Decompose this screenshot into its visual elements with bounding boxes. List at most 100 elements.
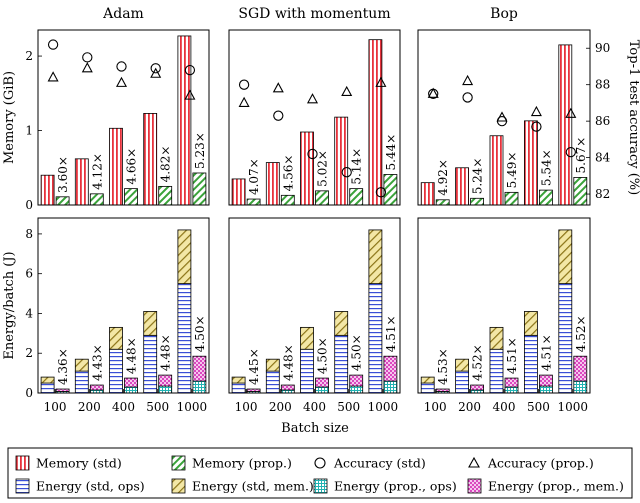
energy-std-mem-bar (74, 358, 89, 372)
memory-std-bar (74, 158, 89, 206)
legend-energy-prop-ops-swatch (313, 478, 328, 494)
memory-prop-bar (192, 172, 207, 206)
memory-std-bar (265, 162, 280, 206)
energy-std-mem-bar (368, 229, 383, 285)
memory-std-bar (109, 127, 123, 206)
energy-prop-mem-bar (89, 384, 104, 391)
energy-std-ops-bar (40, 382, 55, 394)
energy-prop-mem-bar (470, 384, 485, 391)
energy-prop-mem-bar (383, 355, 398, 382)
energy-y-tick-label: 8 (25, 227, 33, 241)
legend-energy-mem-swatch (171, 478, 186, 494)
energy-ratio-label: 4.52× (471, 344, 485, 381)
memory-ratio-label: 5.24× (471, 158, 485, 195)
memory-prop-bar (349, 188, 364, 206)
energy-std-mem-bar (420, 376, 435, 384)
x-tick-label: 200 (78, 400, 101, 414)
energy-ratio-label: 4.43× (90, 344, 104, 381)
memory-prop-bar (315, 190, 329, 206)
memory-prop-bar (470, 197, 485, 206)
energy-prop-mem-bar (349, 374, 364, 387)
accuracy-axis-label: Top-1 test accuracy (%) (626, 40, 640, 195)
x-tick-label: 200 (269, 400, 292, 414)
energy-std-ops-bar (300, 348, 314, 394)
legend-memory-std-swatch (15, 455, 30, 471)
legend-label: Energy (prop., ops) (334, 479, 457, 494)
x-tick-label: 1000 (177, 400, 208, 414)
memory-axis-label: Memory (GiB) (2, 71, 17, 164)
energy-prop-ops-bar (573, 380, 588, 394)
x-tick-label: 400 (303, 400, 326, 414)
accuracy-std-marker (462, 92, 473, 103)
memory-ratio-label: 5.67× (574, 137, 588, 174)
accuracy-prop-marker (150, 67, 162, 78)
memory-ratio-label: 3.60× (56, 156, 70, 193)
energy-prop-mem-bar (435, 388, 450, 392)
energy-prop-ops-bar (158, 385, 173, 394)
energy-prop-mem-bar (504, 377, 519, 388)
accuracy-prop-marker (306, 93, 319, 104)
panel-title: Bop (490, 6, 518, 22)
memory-y-tick-label: 0 (25, 198, 33, 212)
x-tick-label: 1000 (558, 400, 589, 414)
memory-std-bar (455, 167, 470, 206)
memory-ratio-label: 5.23× (193, 132, 207, 169)
energy-y-tick-label: 4 (25, 306, 33, 320)
energy-prop-ops-bar (539, 385, 553, 394)
accuracy-prop-marker (184, 89, 196, 100)
energy-prop-ops-bar (124, 386, 138, 394)
accuracy-prop-marker (272, 82, 284, 93)
memory-prop-bar (280, 194, 295, 206)
accuracy-std-marker (273, 110, 284, 121)
accuracy-y-tick-label: 84 (595, 151, 611, 165)
memory-prop-bar (539, 189, 553, 206)
x-tick-label: 400 (112, 400, 135, 414)
memory-panel-frame (417, 29, 591, 206)
accuracy-std-marker (307, 148, 318, 160)
energy-std-ops-bar (420, 382, 435, 394)
energy-ratio-label: 4.48× (159, 334, 173, 371)
energy-ratio-label: 4.51× (539, 334, 553, 371)
energy-axis-label: Energy/batch (J) (2, 251, 17, 359)
legend-label: Accuracy (prop.) (487, 456, 594, 471)
energy-y-tick-label: 0 (25, 386, 33, 400)
x-tick-label: 200 (458, 400, 481, 414)
x-tick-label: 500 (337, 400, 360, 414)
accuracy-prop-marker (565, 107, 577, 118)
x-tick-label: 500 (527, 400, 550, 414)
accuracy-prop-marker (81, 62, 93, 73)
memory-y-tick-label: 1 (25, 124, 33, 138)
panel-title: Adam (102, 6, 144, 22)
energy-panel-frame (228, 217, 401, 394)
energy-y-tick-label: 2 (25, 346, 33, 360)
energy-y-tick-label: 6 (25, 267, 33, 281)
memory-prop-bar (124, 188, 138, 206)
accuracy-prop-marker (341, 85, 353, 97)
memory-std-bar (524, 120, 538, 206)
energy-std-mem-bar (177, 229, 192, 285)
energy-prop-mem-bar (315, 377, 329, 388)
energy-prop-mem-bar (124, 377, 138, 388)
energy-ratio-label: 4.50× (316, 337, 330, 374)
energy-std-ops-bar (524, 334, 538, 394)
energy-std-ops-bar (489, 348, 504, 394)
memory-y-tick-label: 2 (25, 49, 33, 63)
memory-prop-bar (435, 199, 450, 206)
energy-prop-ops-bar (504, 386, 519, 394)
memory-ratio-label: 5.54× (539, 149, 553, 186)
energy-std-mem-bar (455, 358, 470, 372)
accuracy-y-tick-label: 88 (595, 78, 610, 92)
accuracy-prop-marker (47, 71, 59, 82)
memory-std-bar (489, 135, 504, 206)
energy-ratio-label: 4.51× (505, 337, 519, 374)
accuracy-std-marker (150, 63, 161, 74)
energy-panel-frame (37, 217, 210, 394)
energy-prop-mem-bar (573, 355, 588, 382)
energy-prop-ops-bar (383, 380, 398, 394)
memory-prop-bar (383, 174, 398, 206)
energy-std-ops-bar (109, 348, 123, 394)
memory-ratio-label: 4.07× (247, 158, 261, 195)
legend-accuracy-std-swatch (314, 457, 326, 469)
energy-std-ops-bar (74, 370, 89, 394)
accuracy-std-marker (238, 79, 250, 90)
